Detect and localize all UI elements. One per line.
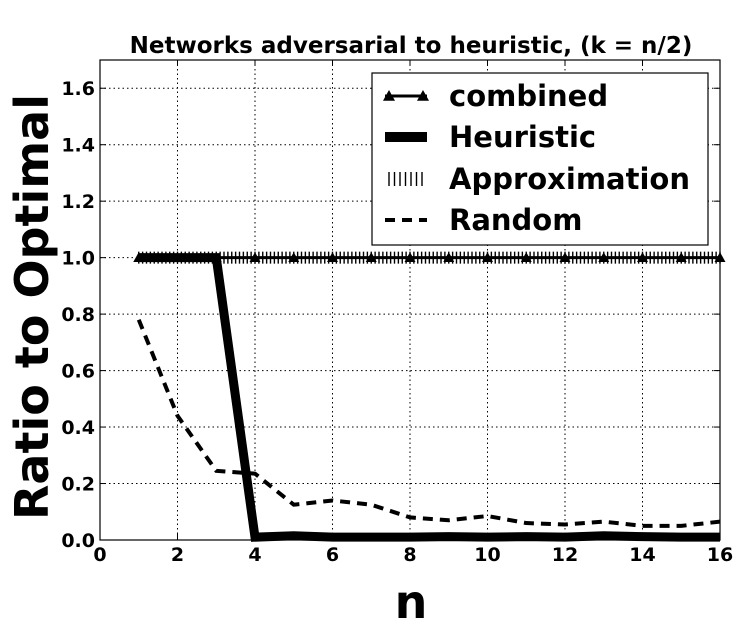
x-tick-label: 4 [248, 544, 261, 566]
legend-swatch-combined-marker [383, 90, 395, 101]
x-tick-label: 16 [707, 544, 733, 566]
y-tick-label: 0.2 [61, 474, 95, 496]
series-random-line [136, 319, 721, 528]
y-tick-label: 0.8 [61, 304, 95, 326]
combined-marker [172, 252, 183, 263]
legend-label: Heuristic [449, 120, 596, 154]
combined-marker [210, 252, 222, 263]
combined-marker [404, 252, 416, 263]
axis-ticks: 0 2 4 6 8 10 12 14 16 0.0 0.2 0.4 0.6 0.8 1.0 1.2 1.4 1.6 [61, 60, 733, 566]
combined-marker [443, 252, 455, 263]
series-layer [133, 251, 726, 542]
legend-label: Approximation [449, 162, 690, 196]
combined-marker [288, 252, 300, 263]
y-tick-label: 0.0 [61, 530, 95, 552]
combined-marker [482, 252, 493, 263]
legend-label: Random [449, 203, 582, 237]
x-axis-label: n [395, 575, 428, 623]
series-heuristic-line [138, 253, 720, 542]
legend-label: combined [449, 79, 608, 113]
chart-title: Networks adversarial to heuristic, (k = … [130, 33, 693, 59]
y-tick-label: 1.2 [61, 191, 95, 213]
combined-marker [249, 252, 261, 263]
x-tick-label: 6 [326, 544, 339, 566]
combined-marker [598, 252, 610, 263]
x-tick-label: 14 [629, 544, 655, 566]
y-tick-label: 0.6 [61, 361, 95, 383]
y-tick-label: 1.4 [61, 135, 95, 157]
x-tick-label: 0 [93, 544, 106, 566]
y-tick-label: 1.0 [61, 248, 95, 270]
combined-marker [559, 252, 571, 263]
combined-marker [675, 252, 687, 263]
legend-swatch-combined-marker [417, 90, 429, 101]
x-tick-label: 8 [403, 544, 416, 566]
x-tick-label: 12 [552, 544, 578, 566]
x-tick-label: 2 [171, 544, 184, 566]
combined-marker [637, 252, 648, 263]
y-tick-label: 0.4 [61, 417, 95, 439]
combined-marker [365, 252, 377, 263]
combined-marker [327, 252, 338, 263]
y-tick-label: 1.6 [61, 78, 95, 100]
combined-marker [133, 252, 145, 263]
x-tick-label: 10 [474, 544, 500, 566]
legend-box [371, 72, 709, 246]
y-axis-label: Ratio to Optimal [5, 94, 59, 520]
legend: combined Heuristic Approximation Random [371, 72, 709, 246]
combined-marker [520, 252, 532, 263]
